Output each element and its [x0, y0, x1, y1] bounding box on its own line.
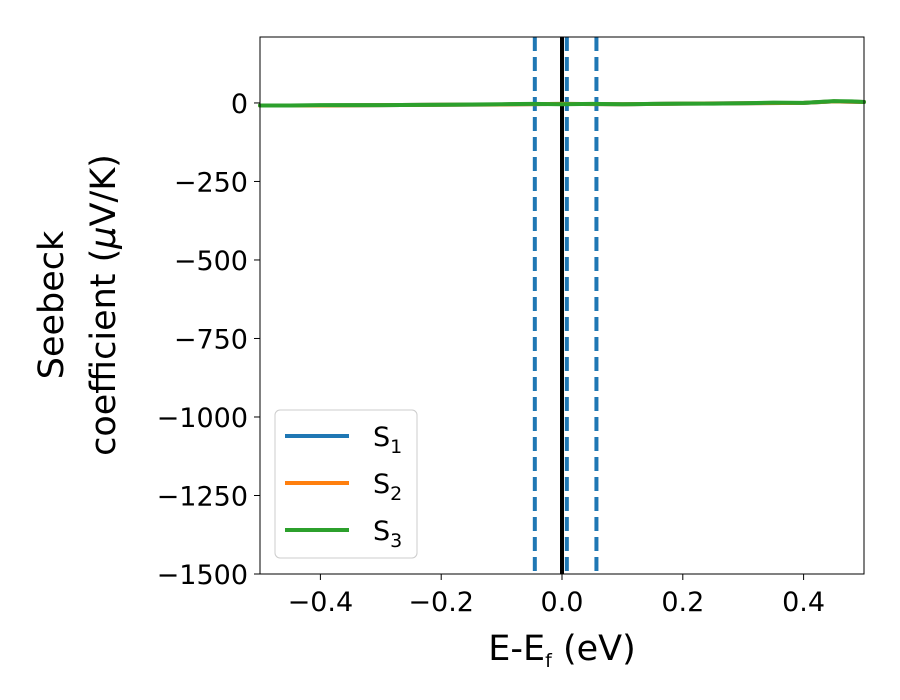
y-axis-ticks: 0 −250 −500 −750 −1000 −1250 −1500	[157, 89, 260, 591]
x-tick-label: −0.2	[408, 587, 474, 618]
x-axis-title: E-Ef (eV)	[488, 629, 635, 672]
y-axis-title-line2-end: V/K)	[84, 154, 124, 226]
legend-label-S3: S3	[373, 516, 402, 552]
y-axis-title-mu: μ	[84, 226, 124, 249]
y-tick-label: −1500	[157, 560, 248, 591]
x-axis-title-sub: f	[545, 650, 553, 672]
series-line-S3	[258, 99, 866, 108]
x-axis-title-unit: (eV)	[552, 629, 636, 669]
y-axis-title-line1: Seebeck	[32, 230, 72, 379]
y-tick-label: −1000	[157, 403, 248, 434]
y-axis-title: Seebeck coefficient (μV/K)	[32, 154, 124, 456]
vertical-lines	[532, 37, 599, 574]
x-tick-label: 0.2	[661, 587, 704, 618]
legend: S1 S2 S3	[274, 409, 418, 559]
y-tick-label: −1250	[157, 481, 248, 512]
x-axis-title-main: E-E	[488, 629, 545, 669]
y-axis-title-line2-start: coefficient (	[84, 249, 124, 456]
y-axis-title-line2: coefficient (μV/K)	[84, 154, 124, 456]
x-axis-ticks: −0.4 −0.2 0.0 0.2 0.4	[288, 574, 825, 618]
y-tick-label: 0	[231, 89, 248, 120]
legend-label-S1: S1	[373, 422, 402, 458]
series-lines	[258, 99, 866, 108]
x-tick-label: −0.4	[288, 587, 354, 618]
x-tick-label: 0.0	[541, 587, 584, 618]
y-tick-label: −500	[174, 246, 248, 277]
y-tick-label: −750	[174, 324, 248, 355]
y-tick-label: −250	[174, 167, 248, 198]
legend-label-S2: S2	[373, 469, 402, 505]
x-tick-label: 0.4	[782, 587, 825, 618]
